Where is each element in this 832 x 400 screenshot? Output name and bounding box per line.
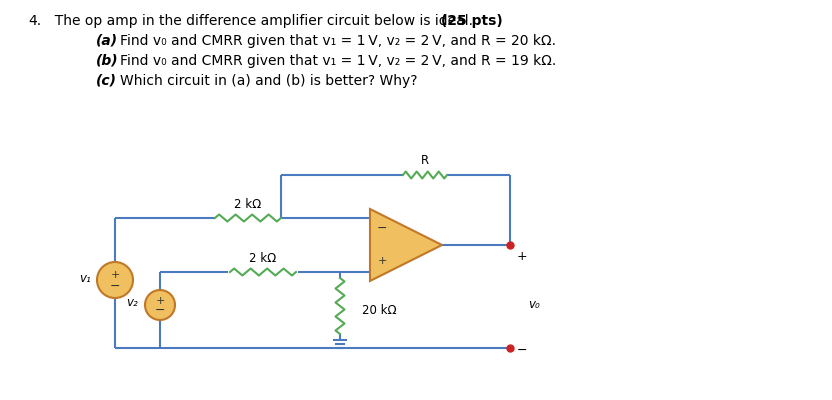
Text: (b): (b) [96,54,119,68]
Text: −: − [110,280,121,293]
Text: R: R [421,154,429,168]
Circle shape [97,262,133,298]
Text: (25 pts): (25 pts) [436,14,503,28]
Text: (c): (c) [96,74,117,88]
Text: Which circuit in (a) and (b) is better? Why?: Which circuit in (a) and (b) is better? … [120,74,418,88]
Text: +: + [156,296,165,306]
Text: −: − [377,222,387,235]
Text: 2 kΩ: 2 kΩ [250,252,276,264]
Text: +: + [517,250,527,264]
Text: v₀: v₀ [528,298,540,311]
Text: −: − [155,304,166,317]
Polygon shape [370,209,442,281]
Text: The op amp in the difference amplifier circuit below is ideal.: The op amp in the difference amplifier c… [46,14,473,28]
Text: Find v₀ and CMRR given that v₁ = 1 V, v₂ = 2 V, and R = 19 kΩ.: Find v₀ and CMRR given that v₁ = 1 V, v₂… [120,54,557,68]
Text: 4.: 4. [28,14,41,28]
Text: v₂: v₂ [126,296,138,310]
Text: −: − [517,344,527,356]
Circle shape [145,290,175,320]
Text: v₁: v₁ [79,272,91,284]
Text: 20 kΩ: 20 kΩ [362,304,397,318]
Text: 2 kΩ: 2 kΩ [235,198,261,210]
Text: Find v₀ and CMRR given that v₁ = 1 V, v₂ = 2 V, and R = 20 kΩ.: Find v₀ and CMRR given that v₁ = 1 V, v₂… [120,34,556,48]
Text: (a): (a) [96,34,118,48]
Text: +: + [111,270,120,280]
Text: +: + [378,256,387,266]
